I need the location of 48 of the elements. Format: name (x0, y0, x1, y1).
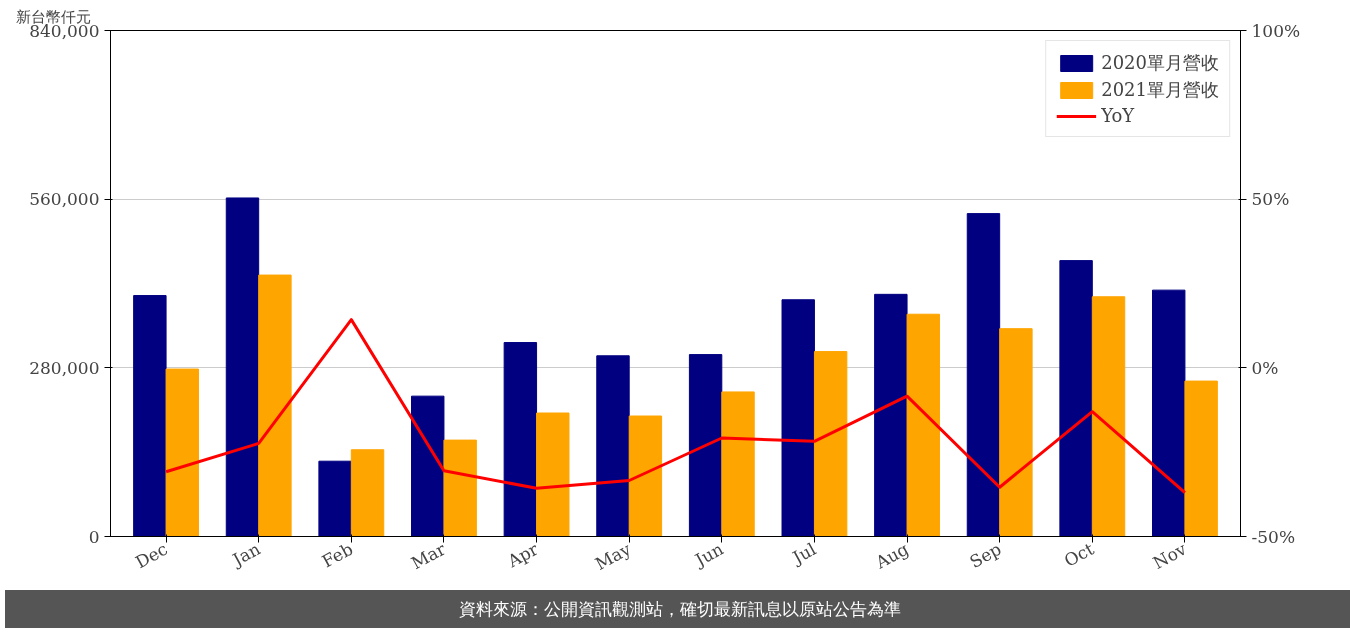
x-tick-label: Feb (318, 538, 357, 572)
x-tick-label: Dec (132, 538, 171, 573)
bar (443, 439, 477, 537)
bar (688, 354, 723, 537)
bar (596, 355, 630, 537)
bar (258, 274, 292, 537)
x-tick-label: Oct (1060, 538, 1098, 571)
y-tick-label: 0 (88, 526, 100, 547)
bar (628, 415, 663, 537)
bar (411, 395, 445, 537)
bar (536, 412, 570, 537)
bar (906, 313, 940, 537)
x-tick-label: May (591, 538, 635, 575)
bar (133, 295, 167, 537)
x-tick-label: Mar (407, 538, 450, 574)
x-tick-label: Jan (227, 538, 264, 571)
y2-tick-label: 100% (1251, 20, 1301, 41)
line-series (164, 318, 1187, 495)
bar (318, 460, 352, 537)
x-tick-label: Aug (871, 538, 912, 574)
bar (966, 213, 1001, 537)
bar (999, 328, 1033, 537)
y2-tick-label: -50% (1251, 526, 1296, 547)
legend-label: YoY (1101, 105, 1135, 126)
y-tick-label: 280,000 (29, 357, 100, 378)
bar (813, 351, 848, 537)
bar (1059, 260, 1093, 537)
y2-tick-label: 50% (1251, 189, 1290, 210)
x-tick-label: Sep (966, 538, 1005, 572)
bar (781, 299, 815, 537)
bar (721, 391, 755, 537)
bar (1091, 296, 1126, 537)
bar (165, 368, 199, 537)
bar (1184, 380, 1218, 537)
x-tick-label: Apr (503, 538, 543, 572)
x-tick-label: Nov (1149, 538, 1191, 573)
y2-tick-label: 0% (1251, 357, 1279, 378)
source-note: 資料來源：公開資訊觀測站，確切最新訊息以原站公告為準 (459, 598, 901, 621)
bar (225, 197, 260, 537)
bar (1152, 289, 1186, 537)
bar (503, 342, 538, 537)
y-tick-label: 560,000 (29, 189, 100, 210)
bar (350, 449, 385, 537)
bar (874, 293, 908, 537)
legend-label: 2020單月營收 (1101, 51, 1219, 75)
x-tick-label: Jul (787, 538, 820, 569)
x-tick-label: Jun (690, 538, 727, 571)
legend-label: 2021單月營收 (1101, 78, 1219, 102)
